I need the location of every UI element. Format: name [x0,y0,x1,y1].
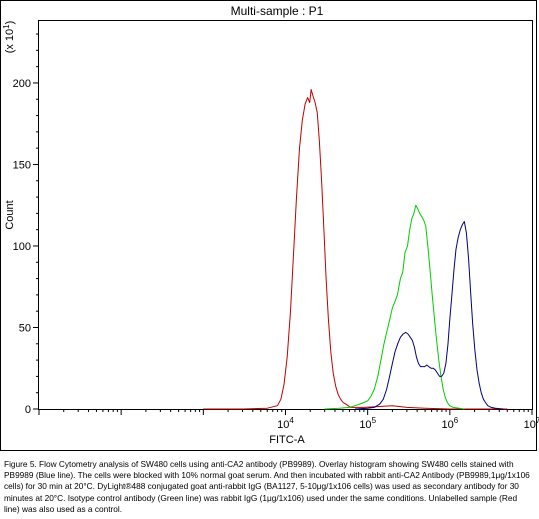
flow-cytometry-histogram: Multi-sample : P1 104 105 106 107 0 50 100 150… [2,4,539,446]
plot-area [38,20,533,410]
axis-ticks [33,33,533,415]
x-tick-label: 105 [359,416,376,431]
y-tick-label: 50 [19,322,31,334]
y-multiplier-suffix: ) [4,21,16,25]
x-tick-label: 106 [441,416,458,431]
y-axis-multiplier: (x 101) [2,21,16,54]
y-multiplier-exponent: 1 [2,24,11,29]
histogram-line-1 [203,89,508,410]
x-tick-labels: 104 105 106 107 [277,416,539,431]
chart-title: Multi-sample : P1 [231,4,324,18]
y-tick-label: 150 [13,159,31,171]
y-tick-label: 200 [13,78,31,90]
y-tick-label: 0 [25,404,31,416]
x-tick-label: 104 [277,416,294,431]
x-axis-title: FITC-A [269,434,305,446]
y-tick-labels: 0 50 100 150 200 [13,78,31,416]
figure-caption: Figure 5. Flow Cytometry analysis of SW4… [4,459,530,514]
y-tick-label: 100 [13,241,31,253]
figure-frame [0,0,537,451]
x-tick-label: 107 [524,416,539,431]
histogram-line-2 [324,204,465,410]
y-axis-title: Count [4,200,16,229]
histogram-line-3 [354,221,504,410]
series-layer [203,89,508,410]
y-multiplier-prefix: (x 10 [4,29,16,53]
